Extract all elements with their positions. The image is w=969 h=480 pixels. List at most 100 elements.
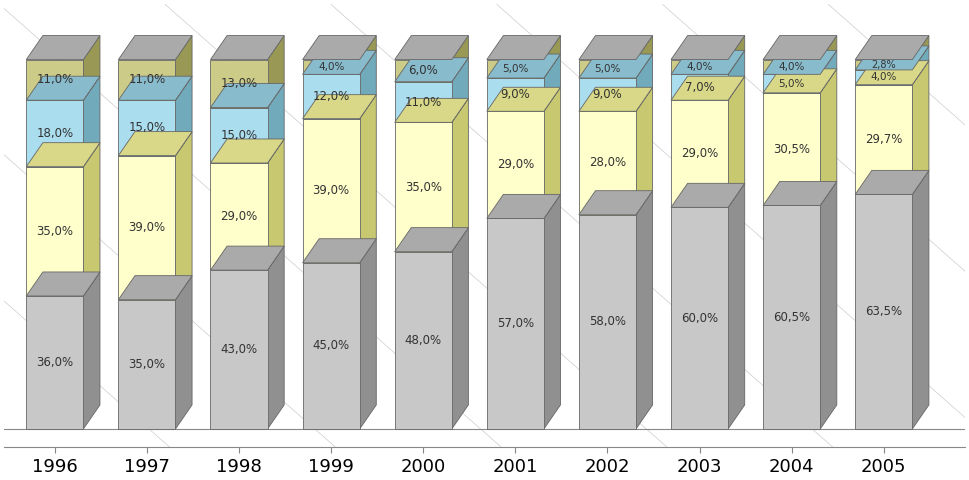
Polygon shape — [452, 228, 468, 429]
Text: 5,0%: 5,0% — [502, 64, 528, 74]
Text: 35,0%: 35,0% — [36, 225, 74, 238]
Text: 29,7%: 29,7% — [865, 133, 902, 146]
Polygon shape — [578, 60, 636, 78]
Polygon shape — [210, 139, 284, 163]
Text: 15,0%: 15,0% — [128, 121, 166, 134]
Polygon shape — [578, 215, 636, 429]
Text: 36,0%: 36,0% — [36, 356, 74, 369]
Polygon shape — [486, 54, 560, 78]
Text: 63,5%: 63,5% — [865, 305, 902, 318]
Text: 29,0%: 29,0% — [681, 147, 718, 160]
Text: 29,0%: 29,0% — [220, 210, 258, 223]
Polygon shape — [856, 60, 929, 84]
Polygon shape — [83, 143, 100, 296]
Polygon shape — [175, 276, 192, 429]
Polygon shape — [636, 87, 652, 215]
Polygon shape — [210, 108, 267, 163]
Polygon shape — [210, 270, 267, 429]
Polygon shape — [210, 163, 267, 270]
Polygon shape — [394, 252, 452, 429]
Polygon shape — [26, 100, 83, 167]
Polygon shape — [578, 78, 636, 111]
Polygon shape — [302, 36, 376, 60]
Polygon shape — [728, 50, 745, 100]
Polygon shape — [856, 60, 913, 70]
Polygon shape — [394, 36, 468, 60]
Polygon shape — [856, 70, 913, 84]
Polygon shape — [544, 54, 560, 111]
Polygon shape — [359, 50, 376, 119]
Text: 45,0%: 45,0% — [313, 339, 350, 352]
Text: 4,0%: 4,0% — [318, 62, 344, 72]
Polygon shape — [728, 76, 745, 207]
Polygon shape — [26, 296, 83, 429]
Polygon shape — [452, 58, 468, 122]
Polygon shape — [856, 46, 929, 70]
Polygon shape — [578, 36, 652, 60]
Polygon shape — [302, 263, 359, 429]
Text: 39,0%: 39,0% — [313, 184, 350, 197]
Text: 11,0%: 11,0% — [405, 96, 442, 108]
Polygon shape — [544, 36, 560, 78]
Polygon shape — [820, 50, 837, 93]
Polygon shape — [671, 76, 745, 100]
Polygon shape — [764, 60, 820, 74]
Polygon shape — [302, 239, 376, 263]
Text: 30,5%: 30,5% — [773, 143, 810, 156]
Polygon shape — [578, 87, 652, 111]
Polygon shape — [118, 156, 175, 300]
Polygon shape — [26, 36, 100, 60]
Text: 29,0%: 29,0% — [497, 158, 534, 171]
Text: 5,0%: 5,0% — [778, 79, 805, 89]
Polygon shape — [26, 167, 83, 296]
Polygon shape — [544, 87, 560, 218]
Polygon shape — [913, 36, 929, 70]
Polygon shape — [820, 181, 837, 429]
Polygon shape — [83, 272, 100, 429]
Polygon shape — [913, 170, 929, 429]
Polygon shape — [764, 93, 820, 205]
Polygon shape — [671, 50, 745, 74]
Polygon shape — [486, 36, 560, 60]
Polygon shape — [359, 95, 376, 263]
Polygon shape — [394, 82, 452, 122]
Polygon shape — [486, 78, 544, 111]
Text: 39,0%: 39,0% — [128, 221, 166, 234]
Polygon shape — [302, 50, 376, 74]
Polygon shape — [83, 36, 100, 100]
Polygon shape — [671, 36, 745, 60]
Polygon shape — [267, 84, 284, 163]
Polygon shape — [452, 98, 468, 252]
Text: 43,0%: 43,0% — [221, 343, 258, 356]
Polygon shape — [394, 58, 468, 82]
Polygon shape — [671, 100, 728, 207]
Polygon shape — [118, 36, 192, 60]
Polygon shape — [856, 194, 913, 429]
Polygon shape — [486, 194, 560, 218]
Polygon shape — [820, 69, 837, 205]
Polygon shape — [728, 183, 745, 429]
Polygon shape — [359, 36, 376, 74]
Text: 60,5%: 60,5% — [773, 311, 810, 324]
Polygon shape — [856, 84, 913, 194]
Polygon shape — [636, 36, 652, 78]
Text: 48,0%: 48,0% — [405, 334, 442, 347]
Polygon shape — [671, 60, 728, 74]
Polygon shape — [26, 60, 83, 100]
Text: 11,0%: 11,0% — [128, 73, 166, 86]
Polygon shape — [210, 60, 267, 108]
Polygon shape — [267, 139, 284, 270]
Polygon shape — [118, 76, 192, 100]
Polygon shape — [302, 119, 359, 263]
Polygon shape — [118, 132, 192, 156]
Polygon shape — [118, 276, 192, 300]
Text: 4,0%: 4,0% — [686, 62, 713, 72]
Polygon shape — [267, 246, 284, 429]
Text: 35,0%: 35,0% — [129, 358, 166, 371]
Polygon shape — [856, 170, 929, 194]
Polygon shape — [764, 50, 837, 74]
Polygon shape — [359, 239, 376, 429]
Polygon shape — [486, 87, 560, 111]
Text: 5,0%: 5,0% — [594, 64, 621, 74]
Polygon shape — [728, 36, 745, 74]
